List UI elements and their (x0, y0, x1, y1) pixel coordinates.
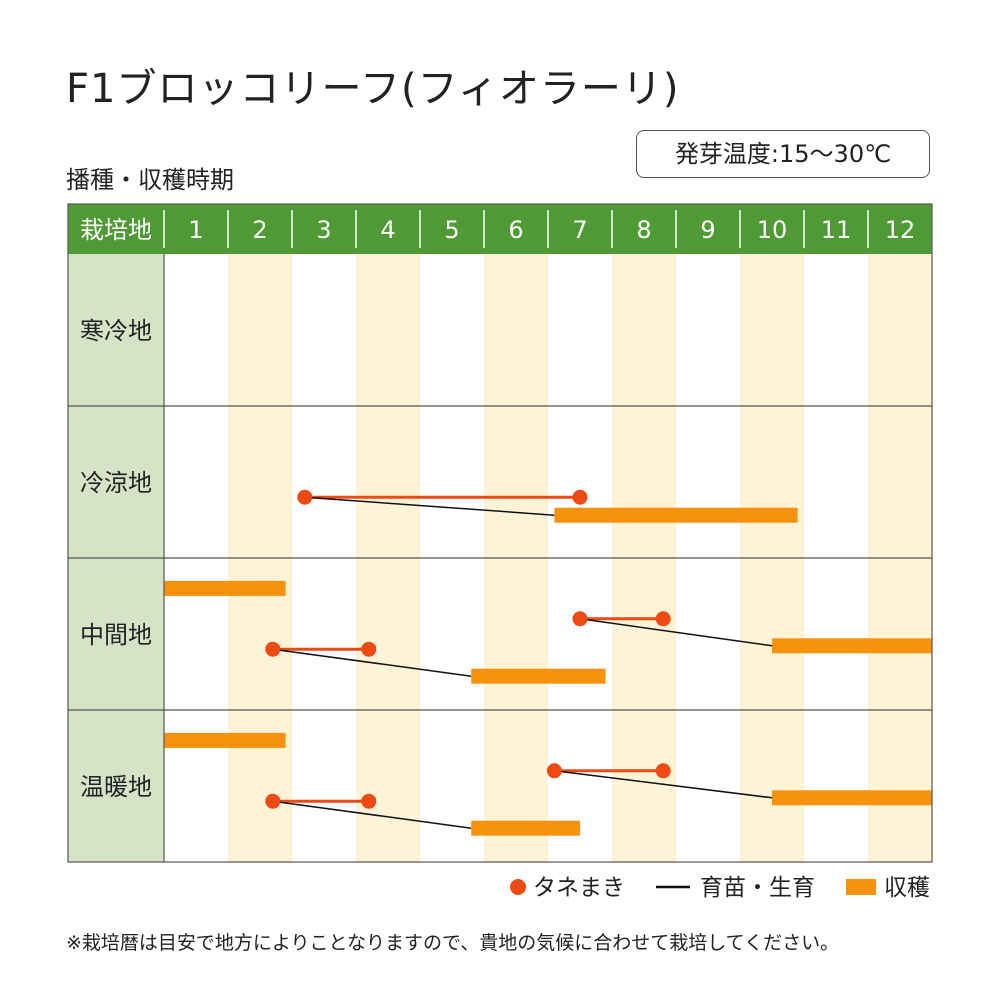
harvest-bar (164, 732, 286, 748)
sowing-start-dot (265, 641, 281, 657)
sowing-start-dot (265, 793, 281, 809)
sowing-end-dot (655, 611, 671, 627)
chart-subtitle: 播種・収穫時期 (66, 166, 234, 194)
harvest-bar (471, 820, 580, 836)
month-label: 12 (885, 216, 916, 244)
region-label: 寒冷地 (80, 317, 152, 345)
month-label: 7 (572, 216, 587, 244)
month-label: 4 (380, 216, 395, 244)
legend-harvest-swatch (846, 879, 876, 895)
page-title: F1ブロッコリーフ(フィオラーリ) (66, 66, 680, 112)
growing-line (304, 496, 555, 516)
sowing-start-dot (572, 611, 588, 627)
month-label: 1 (188, 216, 203, 244)
month-label: 10 (757, 216, 788, 244)
sowing-start-dot (546, 763, 562, 779)
legend-sowing-dot (510, 879, 526, 895)
header-label: 栽培地 (80, 216, 152, 244)
month-label: 8 (636, 216, 651, 244)
month-label: 6 (508, 216, 523, 244)
month-label: 2 (252, 216, 267, 244)
sowing-end-dot (655, 763, 671, 779)
growing-line (579, 618, 773, 647)
harvest-bar (772, 638, 932, 654)
grid-border (67, 203, 933, 863)
harvest-bar (554, 507, 798, 523)
legend-growing-label: 育苗・生育 (700, 875, 815, 901)
sowing-start-dot (297, 489, 313, 505)
sowing-end-dot (572, 489, 588, 505)
month-label: 5 (444, 216, 459, 244)
region-label: 冷涼地 (80, 469, 152, 497)
footnote: ※栽培暦は目安で地方によりことなりますので、貴地の気候に合わせて栽培してください… (66, 932, 840, 954)
harvest-bar (471, 668, 606, 684)
legend-harvest-label: 収穫 (884, 875, 930, 901)
sowing-end-dot (361, 793, 377, 809)
growing-line (272, 800, 472, 829)
month-label: 3 (316, 216, 331, 244)
header-band (68, 204, 932, 254)
month-label: 9 (700, 216, 715, 244)
region-label: 温暖地 (80, 773, 152, 801)
legend-sowing-label: タネまき (533, 875, 625, 901)
sowing-end-dot (361, 641, 377, 657)
region-label: 中間地 (80, 621, 152, 649)
month-label: 11 (821, 216, 852, 244)
growing-line (272, 648, 472, 677)
growing-line (554, 770, 773, 799)
germination-temp-badge: 発芽温度:15〜30℃ (636, 130, 930, 178)
harvest-bar (772, 790, 932, 806)
harvest-bar (164, 580, 286, 596)
